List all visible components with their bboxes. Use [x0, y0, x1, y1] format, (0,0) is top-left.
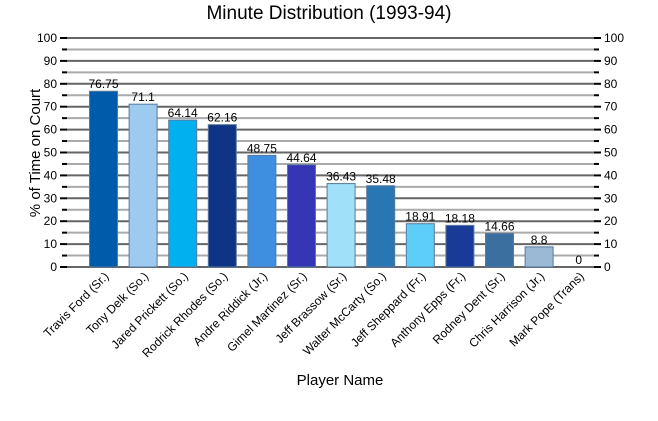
y-tick-label-left: 60	[44, 123, 58, 137]
x-tick-label: Andre Riddick (Jr.)	[190, 269, 270, 349]
bar	[287, 164, 316, 268]
x-tick-label: Jeff Sheppard (Fr.)	[348, 269, 428, 349]
y-tick-label-left: 0	[50, 260, 57, 274]
bar	[524, 246, 554, 268]
x-tick-label: Jeff Brassow (Sr.)	[273, 269, 350, 346]
y-tick-label-right: 80	[604, 77, 618, 91]
y-tick-label-left: 50	[44, 146, 58, 160]
data-label: 18.18	[445, 211, 475, 225]
data-label: 76.75	[88, 77, 118, 91]
chart-title: Minute Distribution (1993-94)	[206, 3, 451, 24]
y-tick-label-right: 40	[604, 168, 618, 182]
y-axis-label: % of Time on Court	[27, 88, 44, 217]
x-tick-label: Anthony Epps (Fr.)	[387, 269, 468, 350]
data-label: 64.14	[168, 106, 198, 120]
data-label: 62.16	[207, 111, 237, 125]
bar	[485, 232, 514, 268]
data-label: 14.66	[484, 219, 514, 233]
y-tick-label-left: 100	[37, 31, 57, 45]
bar	[445, 224, 475, 268]
x-tick-label: Travis Ford (Sr.)	[41, 269, 112, 340]
data-label: 44.64	[286, 151, 316, 165]
bar	[89, 90, 118, 268]
data-label: 0	[575, 253, 582, 267]
bar	[168, 119, 198, 268]
data-label: 71.1	[131, 90, 155, 104]
y-tick-label-left: 40	[44, 168, 58, 182]
data-label: 48.75	[247, 141, 277, 155]
y-tick-label-right: 70	[604, 100, 618, 114]
data-label: 8.8	[531, 233, 548, 247]
x-tick-label: Mark Pope (Trans)	[506, 269, 586, 349]
y-tick-label-left: 70	[44, 100, 58, 114]
y-tick-label-right: 60	[604, 123, 618, 137]
y-tick-label-left: 20	[44, 214, 58, 228]
data-label: 18.91	[405, 210, 435, 224]
data-label: 35.48	[366, 172, 396, 186]
y-tick-label-right: 100	[604, 31, 624, 45]
y-tick-label-left: 10	[44, 237, 58, 251]
bar	[247, 154, 277, 268]
bar	[405, 223, 435, 268]
y-tick-label-right: 10	[604, 237, 618, 251]
y-tick-label-left: 30	[44, 191, 58, 205]
y-tick-label-right: 0	[604, 260, 611, 274]
bar	[326, 183, 356, 268]
y-tick-label-right: 50	[604, 146, 618, 160]
bar	[128, 103, 158, 268]
y-tick-label-left: 90	[44, 54, 58, 68]
bar	[207, 124, 237, 268]
x-axis-label: Player Name	[297, 372, 384, 389]
y-tick-label-right: 20	[604, 214, 618, 228]
y-tick-label-left: 80	[44, 77, 58, 91]
y-tick-label-right: 30	[604, 191, 618, 205]
bar	[366, 185, 396, 268]
data-label: 36.43	[326, 170, 356, 184]
y-tick-label-right: 90	[604, 54, 618, 68]
x-tick-label: Rodney Dent (Sr.)	[430, 269, 508, 347]
